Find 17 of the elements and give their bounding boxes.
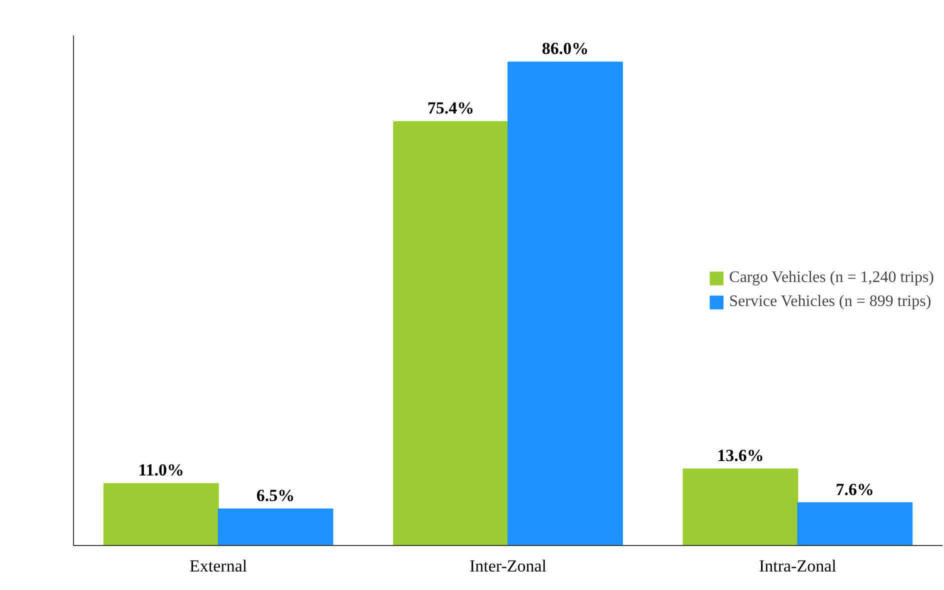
x-tick-label: Inter-Zonal — [469, 556, 547, 576]
data-label: 75.4% — [427, 98, 474, 118]
legend-label: Cargo Vehicles (n = 1,240 trips) — [729, 269, 934, 287]
bar — [508, 62, 623, 546]
x-tick-label: External — [190, 556, 248, 576]
data-label: 11.0% — [138, 460, 184, 480]
bar — [103, 483, 219, 546]
bar — [393, 121, 508, 546]
data-label: 6.5% — [256, 486, 295, 505]
legend-label: Service Vehicles (n = 899 trips) — [729, 293, 932, 311]
data-label: 7.6% — [836, 480, 874, 499]
x-tick-label: Intra-Zonal — [758, 556, 837, 576]
data-label: 86.0% — [542, 39, 589, 58]
data-label: 13.6% — [717, 446, 764, 466]
bar — [218, 508, 334, 546]
bar — [797, 502, 913, 546]
bar — [682, 468, 798, 546]
